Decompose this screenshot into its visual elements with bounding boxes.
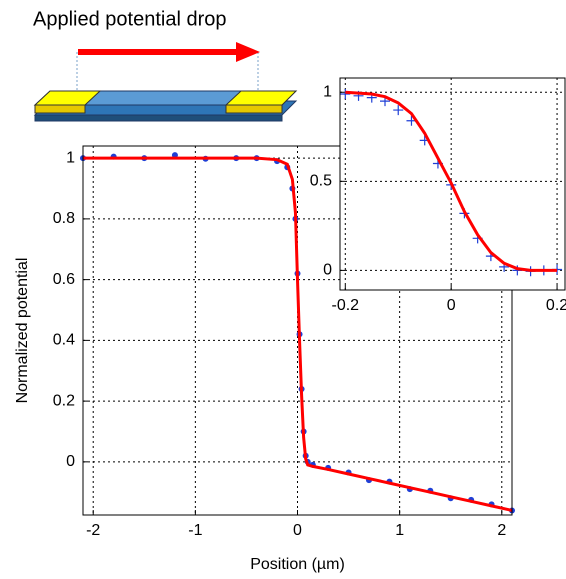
x-tick-label: 0 (447, 297, 456, 314)
arrow-head (236, 42, 260, 62)
fit-line (345, 90, 558, 272)
device-diagram: Applied potential drop (33, 8, 298, 122)
x-tick-label: 2 (497, 522, 506, 539)
chart: -0.2 0 0.2 0 0.5 1 (310, 77, 566, 314)
y-tick-label: 1 (66, 149, 75, 166)
x-tick-label: 0.2 (546, 297, 566, 314)
y-tick-label: 1 (323, 83, 332, 100)
y-axis-label: Normalized potential (14, 258, 31, 404)
contact-pad-side (34, 104, 86, 114)
substrate-side (34, 114, 283, 122)
fit-line (83, 156, 513, 512)
x-tick-label: -0.2 (332, 297, 360, 314)
y-tick-label: 0.2 (53, 392, 75, 409)
y-tick-label: 0.6 (53, 271, 75, 288)
plot-frame (82, 145, 513, 516)
x-tick-label: -1 (188, 522, 202, 539)
plot-frame (339, 77, 566, 291)
y-tick-label: 0.5 (310, 173, 332, 190)
x-tick-label: 0 (293, 522, 302, 539)
data-point (393, 105, 404, 116)
contact-pad-side (225, 104, 283, 114)
annotation: Applied potential drop (33, 8, 226, 30)
x-axis-label: Position (µm) (250, 556, 345, 573)
y-tick-label: 0 (323, 262, 332, 279)
x-tick-label: 1 (395, 522, 404, 539)
y-tick-label: 0 (66, 453, 75, 470)
x-tick-label: -2 (86, 522, 100, 539)
y-tick-label: 0.8 (53, 210, 75, 227)
data-point (340, 89, 351, 100)
data-point (171, 152, 178, 159)
y-tick-label: 0.4 (53, 332, 75, 349)
